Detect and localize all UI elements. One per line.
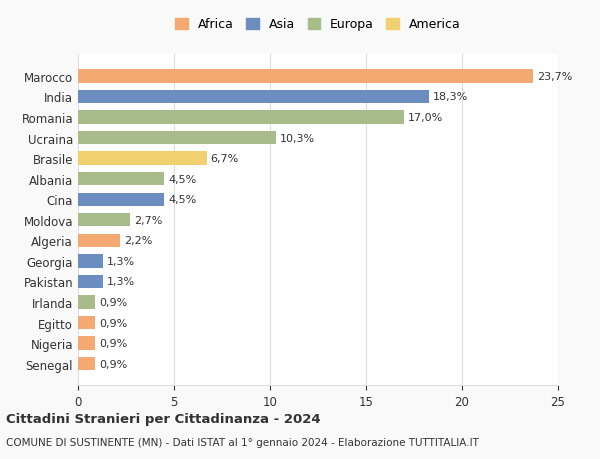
Bar — [78, 213, 130, 227]
Text: 0,9%: 0,9% — [99, 318, 127, 328]
Bar — [78, 193, 164, 207]
Bar — [78, 152, 206, 165]
Bar — [78, 357, 95, 370]
Bar — [78, 70, 533, 84]
Text: 18,3%: 18,3% — [433, 92, 469, 102]
Text: COMUNE DI SUSTINENTE (MN) - Dati ISTAT al 1° gennaio 2024 - Elaborazione TUTTITA: COMUNE DI SUSTINENTE (MN) - Dati ISTAT a… — [6, 437, 479, 447]
Text: 23,7%: 23,7% — [537, 72, 572, 82]
Text: 4,5%: 4,5% — [168, 195, 196, 205]
Bar — [78, 275, 103, 289]
Text: 6,7%: 6,7% — [211, 154, 239, 164]
Bar — [78, 111, 404, 124]
Text: 2,7%: 2,7% — [134, 215, 162, 225]
Text: Cittadini Stranieri per Cittadinanza - 2024: Cittadini Stranieri per Cittadinanza - 2… — [6, 412, 320, 425]
Text: 10,3%: 10,3% — [280, 133, 315, 143]
Text: 2,2%: 2,2% — [124, 236, 152, 246]
Text: 0,9%: 0,9% — [99, 297, 127, 308]
Bar — [78, 296, 95, 309]
Text: 0,9%: 0,9% — [99, 338, 127, 348]
Text: 1,3%: 1,3% — [107, 256, 135, 266]
Text: 0,9%: 0,9% — [99, 359, 127, 369]
Bar — [78, 132, 276, 145]
Bar — [78, 173, 164, 186]
Bar — [78, 255, 103, 268]
Bar — [78, 90, 430, 104]
Bar — [78, 316, 95, 330]
Legend: Africa, Asia, Europa, America: Africa, Asia, Europa, America — [175, 18, 461, 31]
Text: 17,0%: 17,0% — [408, 113, 443, 123]
Text: 4,5%: 4,5% — [168, 174, 196, 185]
Text: 1,3%: 1,3% — [107, 277, 135, 287]
Bar — [78, 234, 120, 247]
Bar — [78, 337, 95, 350]
